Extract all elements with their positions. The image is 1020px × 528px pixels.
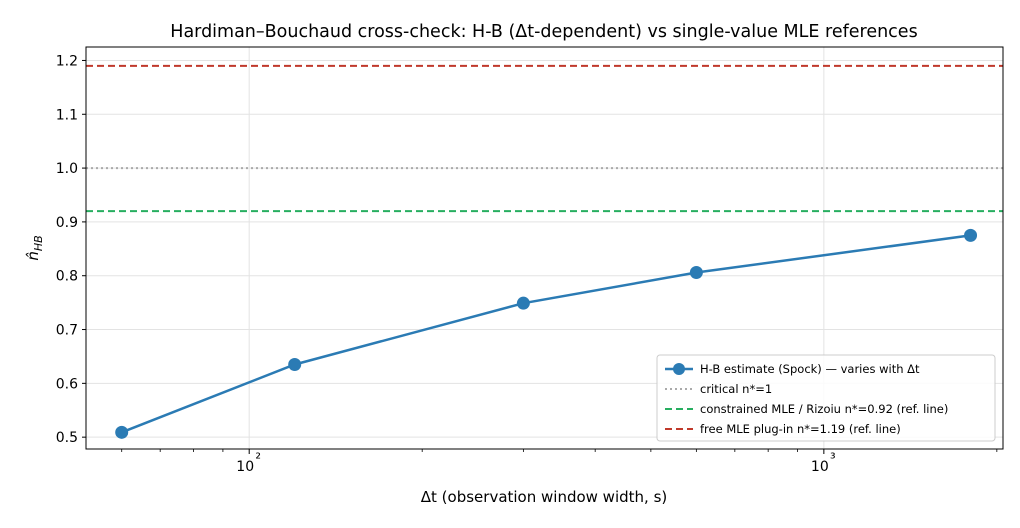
x-axis-label: Δt (observation window width, s) xyxy=(421,488,667,506)
legend-entry-label: H-B estimate (Spock) — varies with Δt xyxy=(700,362,920,376)
data-point xyxy=(689,265,703,279)
y-tick-label: 0.7 xyxy=(56,323,78,339)
series-layer xyxy=(115,228,978,439)
y-tick-label: 1.2 xyxy=(56,53,78,69)
legend-entry-label: constrained MLE / Rizoiu n*=0.92 (ref. l… xyxy=(700,402,948,416)
legend-entry-label: free MLE plug-in n*=1.19 (ref. line) xyxy=(700,422,901,436)
data-point xyxy=(516,296,530,310)
x-tick-label-exponent: ³ xyxy=(830,451,836,467)
x-tick-label-exponent: ² xyxy=(255,451,261,467)
y-tick-label: 0.6 xyxy=(56,376,78,392)
data-point xyxy=(288,358,302,372)
x-tick-label: 10 xyxy=(236,459,254,475)
data-point xyxy=(115,425,129,439)
reference-lines xyxy=(86,64,1003,213)
y-axis-label: n̂HB xyxy=(24,235,45,260)
legend: H-B estimate (Spock) — varies with Δt cri… xyxy=(656,354,996,442)
y-tick-label: 1.0 xyxy=(56,161,78,177)
y-tick-label: 1.1 xyxy=(56,107,78,123)
y-tick-label: 0.5 xyxy=(56,430,78,446)
legend-box xyxy=(656,354,996,442)
x-tick-label: 10 xyxy=(811,459,829,475)
legend-marker xyxy=(673,363,685,375)
legend-entry-label: critical n*=1 xyxy=(700,382,772,396)
chart-title: Hardiman–Bouchaud cross-check: H-B (Δt-d… xyxy=(170,22,917,42)
data-point xyxy=(964,228,978,242)
y-tick-label: 0.9 xyxy=(56,215,78,231)
plot-frame xyxy=(85,46,1004,450)
ticks: 0.50.60.70.80.91.01.11.210 ² 10 ³ xyxy=(56,53,998,475)
y-tick-label: 0.8 xyxy=(56,269,78,285)
